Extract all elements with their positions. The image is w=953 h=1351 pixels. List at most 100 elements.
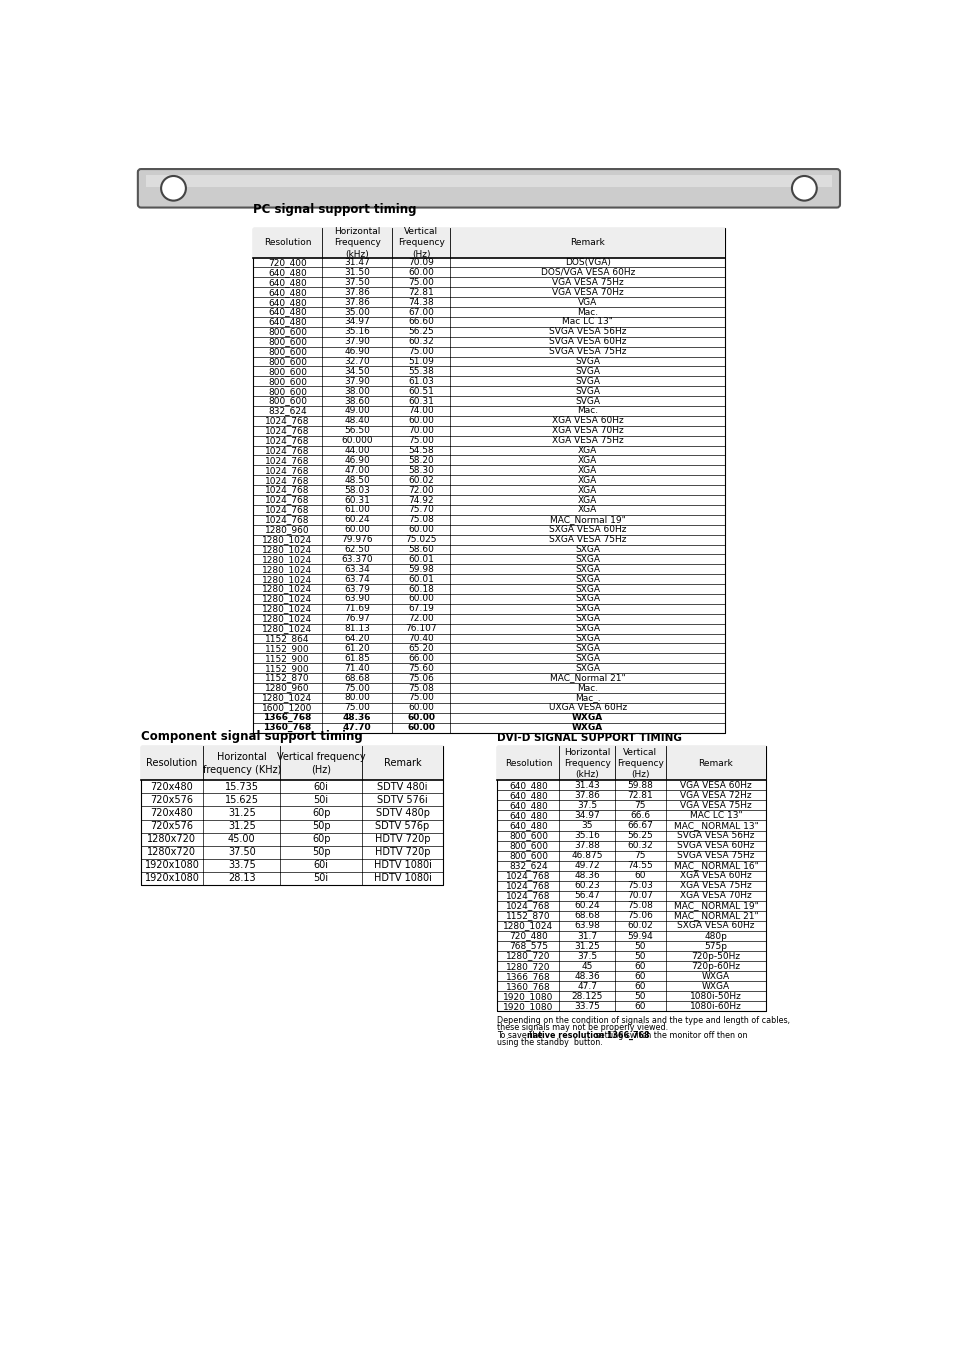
- Text: Resolution: Resolution: [504, 759, 552, 767]
- Bar: [141, 746, 443, 885]
- Text: 37.50: 37.50: [228, 847, 255, 858]
- Text: 75.00: 75.00: [408, 436, 434, 444]
- Text: 60.01: 60.01: [408, 555, 434, 563]
- Text: 56.47: 56.47: [574, 892, 599, 900]
- Text: 66.67: 66.67: [627, 821, 653, 830]
- Text: 48.36: 48.36: [574, 971, 599, 981]
- Text: 60p: 60p: [312, 834, 330, 844]
- Text: 70.09: 70.09: [408, 258, 434, 267]
- Text: SDTV 480i: SDTV 480i: [376, 782, 427, 792]
- Text: 66.6: 66.6: [630, 811, 650, 820]
- Text: 44.00: 44.00: [344, 446, 370, 455]
- Text: 1152_900: 1152_900: [265, 654, 310, 663]
- Text: 60p: 60p: [312, 808, 330, 817]
- Text: 1152_900: 1152_900: [265, 644, 310, 653]
- Text: 832_624: 832_624: [268, 407, 307, 416]
- Text: Mac LC 13": Mac LC 13": [561, 317, 613, 327]
- Text: 75.60: 75.60: [408, 663, 434, 673]
- Text: VGA: VGA: [578, 297, 597, 307]
- Text: DOS/VGA VESA 60Hz: DOS/VGA VESA 60Hz: [540, 267, 635, 277]
- Text: 1280_1024: 1280_1024: [262, 594, 313, 604]
- Text: 61.03: 61.03: [408, 377, 434, 386]
- Text: 48.36: 48.36: [342, 713, 371, 723]
- Text: 74.92: 74.92: [408, 496, 434, 504]
- Text: 34.50: 34.50: [344, 367, 370, 376]
- Text: 720x480: 720x480: [151, 782, 193, 792]
- Text: 31.25: 31.25: [228, 821, 255, 831]
- Text: 60.00: 60.00: [408, 416, 434, 426]
- Text: 47.70: 47.70: [342, 723, 371, 732]
- Text: 75.70: 75.70: [408, 505, 434, 515]
- Text: 60.23: 60.23: [574, 881, 599, 890]
- Text: DOS(VGA): DOS(VGA): [564, 258, 610, 267]
- Text: SXGA: SXGA: [575, 604, 599, 613]
- Text: 75.00: 75.00: [408, 693, 434, 703]
- Text: 800_600: 800_600: [268, 347, 307, 357]
- Text: SXGA: SXGA: [575, 615, 599, 623]
- Text: 60.00: 60.00: [408, 267, 434, 277]
- FancyBboxPatch shape: [137, 169, 840, 208]
- Text: 70.40: 70.40: [408, 634, 434, 643]
- Text: 70.00: 70.00: [408, 427, 434, 435]
- Text: 65.20: 65.20: [408, 644, 434, 653]
- Text: 51.09: 51.09: [408, 357, 434, 366]
- Text: 63.98: 63.98: [574, 921, 599, 931]
- Text: 75.06: 75.06: [627, 912, 653, 920]
- Text: 37.5: 37.5: [577, 951, 597, 961]
- Text: SVGA: SVGA: [575, 367, 599, 376]
- Text: 74.55: 74.55: [627, 861, 653, 870]
- Text: 74.38: 74.38: [408, 297, 434, 307]
- Text: 60: 60: [634, 982, 645, 990]
- Text: 60.000: 60.000: [341, 436, 373, 444]
- Bar: [146, 176, 831, 186]
- Text: Mac.: Mac.: [577, 684, 598, 693]
- Text: setting switch the monitor off then on: setting switch the monitor off then on: [593, 1031, 747, 1040]
- Text: MAC_ NORMAL 13": MAC_ NORMAL 13": [673, 821, 758, 830]
- Text: 1152_870: 1152_870: [506, 912, 550, 920]
- Text: 35: 35: [581, 821, 593, 830]
- Text: Horizontal
Frequency
(kHz): Horizontal Frequency (kHz): [334, 227, 380, 258]
- Text: 1152_864: 1152_864: [265, 634, 310, 643]
- Text: 37.5: 37.5: [577, 801, 597, 809]
- Text: WXGA: WXGA: [572, 723, 602, 732]
- Text: 1600_1200: 1600_1200: [262, 704, 313, 712]
- Text: 37.50: 37.50: [344, 278, 370, 286]
- Text: SXGA: SXGA: [575, 594, 599, 604]
- Text: WXGA: WXGA: [701, 971, 729, 981]
- Text: 1024_768: 1024_768: [265, 416, 310, 426]
- Text: 1024_768: 1024_768: [265, 476, 310, 485]
- Text: 58.20: 58.20: [408, 455, 434, 465]
- Text: XGA: XGA: [578, 455, 597, 465]
- Text: 575p: 575p: [703, 942, 727, 951]
- Text: MAC_ NORMAL 16": MAC_ NORMAL 16": [673, 861, 758, 870]
- Text: 1024_768: 1024_768: [265, 515, 310, 524]
- Text: 72.00: 72.00: [408, 485, 434, 494]
- Text: 45: 45: [581, 962, 593, 970]
- Text: SDTV 480p: SDTV 480p: [375, 808, 429, 817]
- Text: Remark: Remark: [698, 759, 733, 767]
- Text: 640_480: 640_480: [268, 278, 307, 286]
- Text: 75.00: 75.00: [344, 704, 370, 712]
- Text: 50p: 50p: [312, 821, 330, 831]
- Text: using the standby  button.: using the standby button.: [497, 1038, 602, 1047]
- Text: 1920x1080: 1920x1080: [144, 874, 199, 884]
- Text: 60.00: 60.00: [408, 526, 434, 534]
- Text: 480p: 480p: [704, 932, 727, 940]
- Text: 1152_900: 1152_900: [265, 663, 310, 673]
- Text: 640_480: 640_480: [509, 790, 547, 800]
- Text: 720_400: 720_400: [268, 258, 307, 267]
- Text: Mac.: Mac.: [577, 308, 598, 316]
- Text: 70.07: 70.07: [627, 892, 653, 900]
- Text: 56.25: 56.25: [408, 327, 434, 336]
- Text: 32.70: 32.70: [344, 357, 370, 366]
- Text: 33.75: 33.75: [574, 1002, 599, 1011]
- Text: 1280_1024: 1280_1024: [262, 574, 313, 584]
- Text: 60.00: 60.00: [408, 594, 434, 604]
- Text: MAC_ NORMAL 19": MAC_ NORMAL 19": [673, 901, 758, 911]
- Text: Component signal support timing: Component signal support timing: [141, 731, 362, 743]
- Text: 640_480: 640_480: [509, 821, 547, 830]
- Text: 1280_1024: 1280_1024: [262, 555, 313, 563]
- Text: 60i: 60i: [314, 861, 328, 870]
- Text: SVGA: SVGA: [575, 357, 599, 366]
- Text: 1024_768: 1024_768: [265, 485, 310, 494]
